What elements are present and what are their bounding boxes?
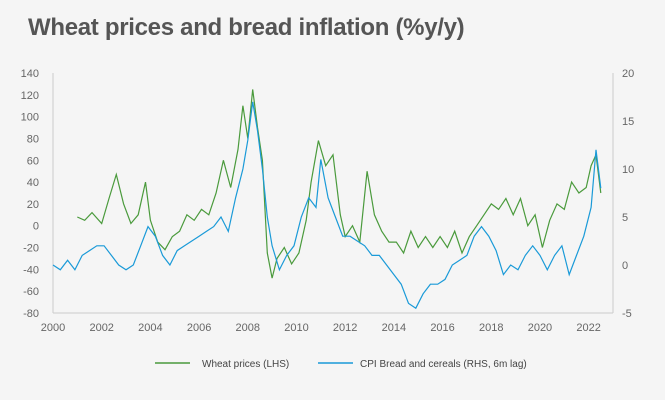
right-axis-tick-label: 10	[622, 164, 634, 176]
right-axis-tick-label: 0	[622, 260, 628, 272]
left-axis-tick-label: 80	[27, 133, 39, 145]
legend-cpi-label: CPI Bread and cereals (RHS, 6m lag)	[360, 359, 527, 370]
left-axis-tick-label: -60	[23, 286, 39, 298]
right-axis-tick-label: 20	[622, 68, 634, 80]
x-axis-tick-label: 2008	[236, 322, 260, 334]
right-axis-ticks: 20 15 10 5 0 -5	[622, 68, 634, 320]
left-axis-tick-label: 140	[21, 68, 39, 80]
left-axis-ticks: 140 120 100 80 60 40 20 0 -20 -40 -60 -80	[21, 68, 39, 320]
left-axis-tick-label: -80	[23, 308, 39, 320]
x-axis-tick-label: 2014	[382, 322, 406, 334]
chart-title: Wheat prices and bread inflation (%y/y)	[28, 14, 465, 41]
x-axis-tick-label: 2018	[479, 322, 503, 334]
left-axis-tick-label: 100	[21, 112, 39, 124]
wheat-prices-series-line	[77, 89, 602, 279]
x-axis-tick-label: 2004	[138, 322, 162, 334]
x-axis-tick-label: 2002	[89, 322, 113, 334]
left-axis-tick-label: 0	[33, 221, 39, 233]
x-axis-tick-label: 2000	[41, 322, 65, 334]
x-axis-tick-label: 2010	[284, 322, 308, 334]
left-axis-tick-label: -20	[23, 243, 39, 255]
cpi-bread-series-line	[52, 101, 602, 310]
left-axis-tick-label: 40	[27, 177, 39, 189]
right-axis-tick-label: 15	[622, 116, 634, 128]
left-axis-tick-label: 60	[27, 155, 39, 167]
legend: Wheat prices (LHS) CPI Bread and cereals…	[155, 359, 527, 370]
x-axis-tick-label: 2022	[576, 322, 600, 334]
x-axis-tick-label: 2016	[430, 322, 454, 334]
legend-wheat-label: Wheat prices (LHS)	[202, 359, 289, 370]
right-axis-tick-label: -5	[622, 308, 632, 320]
left-axis-tick-label: 120	[21, 90, 39, 102]
right-axis-tick-label: 5	[622, 212, 628, 224]
left-axis-tick-label: 20	[27, 199, 39, 211]
x-axis-tick-label: 2012	[333, 322, 357, 334]
left-axis-tick-label: -40	[23, 264, 39, 276]
x-axis-tick-label: 2006	[187, 322, 211, 334]
x-axis-ticks: 2000 2002 2004 2006 2008 2010 2012 2014 2016 2018…	[41, 322, 601, 334]
x-axis-tick-label: 2020	[528, 322, 552, 334]
